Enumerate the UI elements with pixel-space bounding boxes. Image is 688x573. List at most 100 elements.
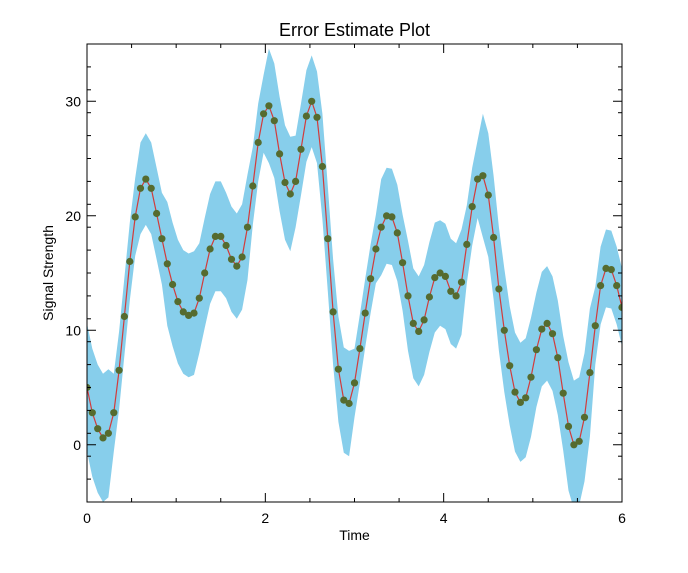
data-point [516, 398, 525, 406]
y-tick-label: 30 [65, 93, 81, 109]
data-point [249, 182, 257, 190]
x-axis-label: Time [339, 527, 370, 543]
y-axis-label: Signal Strength [40, 225, 56, 321]
data-point [281, 178, 289, 187]
data-point [158, 235, 166, 243]
data-point [474, 175, 482, 183]
chart-title: Error Estimate Plot [279, 20, 430, 40]
data-point [179, 308, 187, 316]
data-point [270, 117, 278, 125]
x-tick-label: 2 [261, 510, 269, 526]
data-point [174, 298, 182, 306]
data-point [388, 213, 396, 221]
data-point [484, 191, 492, 199]
data-point [447, 287, 455, 295]
data-point [586, 369, 594, 377]
y-tick-label: 10 [65, 322, 81, 338]
data-point [463, 240, 471, 248]
data-point [190, 309, 198, 317]
y-tick-label: 0 [73, 437, 81, 453]
data-point [500, 326, 508, 334]
data-point [511, 388, 519, 396]
data-point [543, 319, 551, 327]
data-point [591, 322, 599, 330]
data-point [147, 184, 155, 192]
data-point [597, 282, 605, 290]
data-point [377, 223, 385, 231]
data-point [436, 269, 444, 277]
data-point [548, 330, 557, 338]
data-point [468, 203, 476, 211]
data-point [265, 102, 273, 110]
data-point [222, 241, 230, 250]
data-point [206, 245, 214, 253]
data-point [104, 429, 112, 437]
data-point [559, 389, 567, 397]
data-point [131, 213, 139, 221]
data-point [302, 112, 310, 120]
data-point [120, 312, 128, 321]
data-point [345, 399, 353, 408]
data-point [94, 425, 102, 433]
data-point [420, 316, 428, 324]
data-point [340, 396, 348, 404]
data-point [313, 113, 321, 121]
data-point [88, 409, 96, 417]
data-point [308, 97, 316, 105]
x-tick-label: 4 [440, 510, 448, 526]
data-point [372, 245, 380, 253]
data-point [254, 138, 262, 147]
data-point [286, 190, 294, 198]
data-point [425, 293, 433, 301]
data-point [115, 366, 123, 374]
data-point [350, 379, 359, 387]
data-point [233, 262, 241, 270]
x-tick-label: 0 [83, 510, 91, 526]
data-point [238, 253, 246, 261]
data-point [276, 150, 284, 158]
data-point [479, 172, 487, 180]
data-point [607, 266, 615, 274]
data-point [201, 269, 209, 277]
data-point [490, 233, 498, 242]
data-point [393, 229, 401, 237]
data-point [457, 278, 466, 286]
data-point [243, 223, 252, 231]
data-point [217, 232, 225, 240]
data-point [570, 441, 578, 449]
data-point [415, 327, 423, 335]
data-point [324, 235, 332, 243]
data-point [409, 319, 417, 327]
data-point [522, 394, 530, 402]
data-point [260, 110, 268, 118]
data-point [297, 145, 305, 153]
data-point [506, 362, 514, 370]
data-point [153, 209, 161, 218]
data-point [538, 325, 546, 333]
data-point [163, 260, 171, 268]
error-band [87, 48, 622, 502]
data-point [367, 275, 375, 283]
data-point [185, 311, 193, 319]
data-point [110, 409, 118, 417]
data-point [211, 232, 219, 240]
data-point [575, 437, 583, 445]
x-tick-label: 6 [618, 510, 626, 526]
data-point [399, 259, 407, 267]
data-point [361, 309, 369, 317]
data-point [618, 303, 622, 311]
data-point [431, 274, 439, 282]
data-point [334, 365, 342, 373]
data-point [292, 177, 300, 185]
data-point [452, 292, 460, 300]
data-point [495, 285, 503, 293]
data-point [169, 280, 177, 289]
data-point [227, 255, 236, 263]
data-point [527, 373, 535, 381]
data-point [142, 175, 150, 183]
data-point [441, 272, 449, 280]
data-point [564, 422, 573, 430]
data-point [356, 345, 364, 353]
y-tick-label: 20 [65, 208, 81, 224]
